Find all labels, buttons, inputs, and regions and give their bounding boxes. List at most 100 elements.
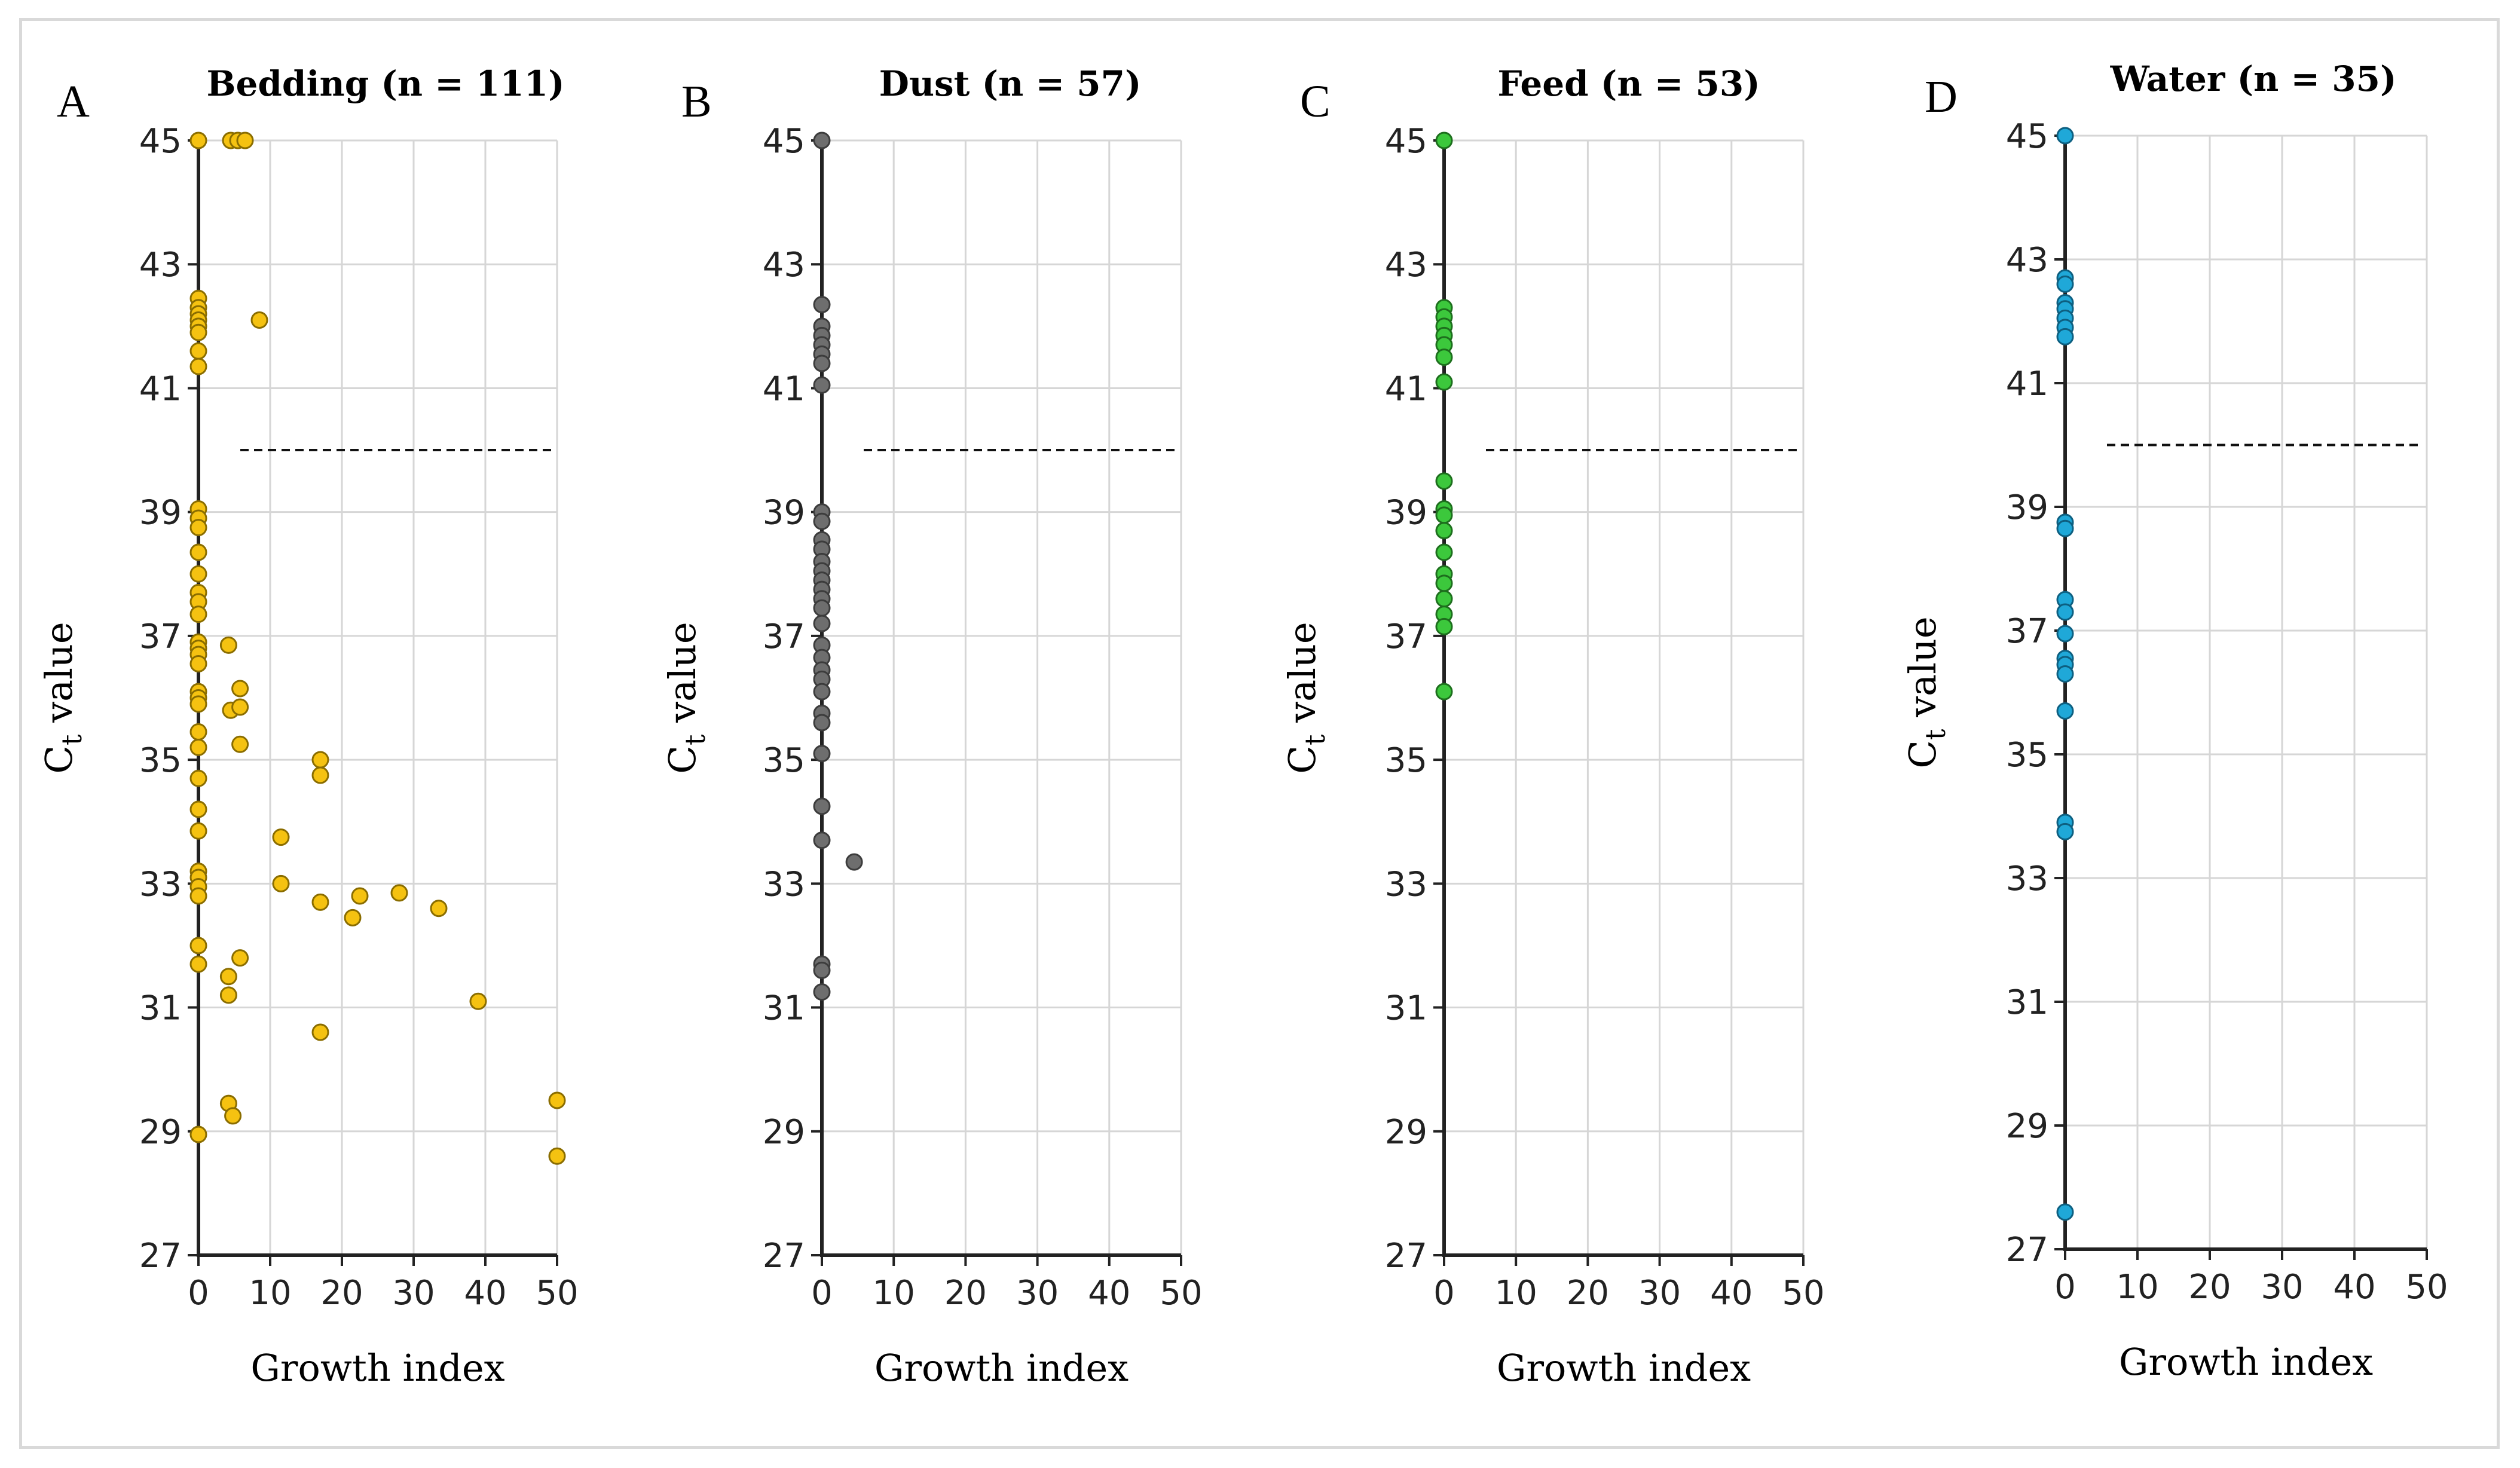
y-tick-label: 43	[2006, 241, 2048, 280]
y-tick-label: 31	[2006, 983, 2048, 1022]
data-point	[1435, 348, 1453, 366]
y-axis-label-main: C	[37, 745, 81, 773]
y-tick-label: 39	[1385, 494, 1427, 533]
y-tick-label: 33	[2006, 860, 2048, 898]
y-axis-label-main: C	[660, 745, 704, 773]
y-tick-label: 29	[139, 1113, 182, 1152]
data-point	[224, 1107, 242, 1125]
y-tick-label: 41	[763, 369, 805, 408]
x-tick-label: 0	[1433, 1274, 1455, 1313]
x-axis-label: Growth index	[1497, 1346, 1751, 1390]
x-tick-label: 50	[2405, 1268, 2448, 1307]
panel-label: D	[1925, 72, 1958, 122]
y-tick-label: 43	[763, 246, 805, 285]
panel-label: A	[57, 77, 90, 127]
data-point	[189, 342, 207, 360]
x-tick-label: 30	[1638, 1274, 1681, 1313]
panel-label: C	[1300, 77, 1331, 127]
y-axis-label-subscript: t	[679, 734, 711, 745]
data-point	[1435, 131, 1453, 149]
data-point	[236, 131, 254, 149]
x-tick-label: 10	[2116, 1268, 2158, 1307]
y-tick-label: 37	[139, 617, 182, 656]
y-tick-label: 29	[2006, 1107, 2048, 1146]
y-tick-label: 41	[1385, 369, 1427, 408]
y-tick-label: 45	[139, 122, 182, 161]
data-point	[1435, 590, 1453, 608]
data-point	[1435, 683, 1453, 701]
y-tick-label: 41	[2006, 365, 2048, 403]
x-tick-label: 50	[1160, 1274, 1202, 1313]
data-point	[189, 723, 207, 741]
data-point	[189, 1126, 207, 1143]
y-axis-label-rest: value	[1280, 622, 1324, 734]
data-point	[2056, 625, 2074, 643]
y-tick-label: 37	[763, 617, 805, 656]
data-point	[2056, 665, 2074, 683]
y-axis-label-rest: value	[660, 622, 704, 734]
y-axis-label: Ct value	[1901, 616, 1952, 768]
data-point	[189, 543, 207, 561]
data-point	[189, 937, 207, 955]
y-axis-label: Ct value	[660, 622, 711, 773]
data-point	[1435, 373, 1453, 391]
data-point	[2056, 702, 2074, 720]
data-point	[351, 887, 369, 905]
x-axis-label: Growth index	[250, 1346, 504, 1390]
data-point	[813, 296, 831, 314]
x-tick-label: 50	[536, 1274, 578, 1313]
data-point	[845, 853, 863, 871]
y-axis-label-rest: value	[1901, 616, 1944, 729]
x-tick-label: 10	[1495, 1274, 1537, 1313]
y-tick-label: 27	[763, 1237, 805, 1276]
x-tick-label: 40	[464, 1274, 506, 1313]
y-axis-label: Ct value	[37, 622, 88, 773]
data-point	[189, 695, 207, 713]
y-axis-label-main: C	[1280, 745, 1324, 773]
figure-frame	[19, 18, 2500, 1449]
y-tick-label: 37	[2006, 612, 2048, 651]
x-tick-label: 10	[873, 1274, 915, 1313]
data-point	[1435, 506, 1453, 524]
data-point	[219, 968, 237, 986]
x-tick-label: 30	[2261, 1268, 2303, 1307]
data-point	[1435, 522, 1453, 540]
data-point	[272, 874, 290, 892]
data-point	[2056, 603, 2074, 621]
y-axis-label-subscript: t	[1919, 729, 1952, 740]
panel-title: Feed (n = 53)	[1497, 63, 1760, 104]
data-point	[2056, 519, 2074, 537]
y-tick-label: 35	[1385, 741, 1427, 780]
y-axis-label-subscript: t	[1299, 734, 1331, 745]
y-tick-label: 37	[1385, 617, 1427, 656]
y-tick-label: 43	[139, 246, 182, 285]
data-point	[189, 822, 207, 840]
data-point	[189, 738, 207, 756]
data-point	[189, 955, 207, 973]
y-tick-label: 35	[2006, 736, 2048, 775]
data-point	[231, 680, 249, 698]
data-point	[272, 828, 290, 846]
y-tick-label: 27	[2006, 1231, 2048, 1270]
panel-title: Bedding (n = 111)	[206, 63, 564, 104]
data-point	[344, 909, 362, 926]
y-tick-label: 39	[763, 494, 805, 533]
x-tick-label: 20	[1567, 1274, 1609, 1313]
y-tick-label: 33	[763, 865, 805, 904]
data-point	[189, 887, 207, 905]
data-point	[189, 605, 207, 623]
x-tick-label: 40	[1088, 1274, 1130, 1313]
y-tick-label: 41	[139, 369, 182, 408]
panel-label: B	[681, 77, 712, 127]
data-point	[813, 714, 831, 732]
data-point	[813, 683, 831, 701]
x-tick-label: 40	[2333, 1268, 2375, 1307]
data-point	[813, 599, 831, 617]
data-point	[2056, 328, 2074, 345]
data-point	[231, 735, 249, 753]
y-tick-label: 35	[139, 741, 182, 780]
panel-b: 27 29 31 33 35 37 39 41 43 45 0 10 20 30 40 50 B Dust (n …	[660, 63, 1203, 1390]
data-point	[189, 357, 207, 375]
data-point	[813, 745, 831, 763]
x-tick-label: 20	[2188, 1268, 2231, 1307]
